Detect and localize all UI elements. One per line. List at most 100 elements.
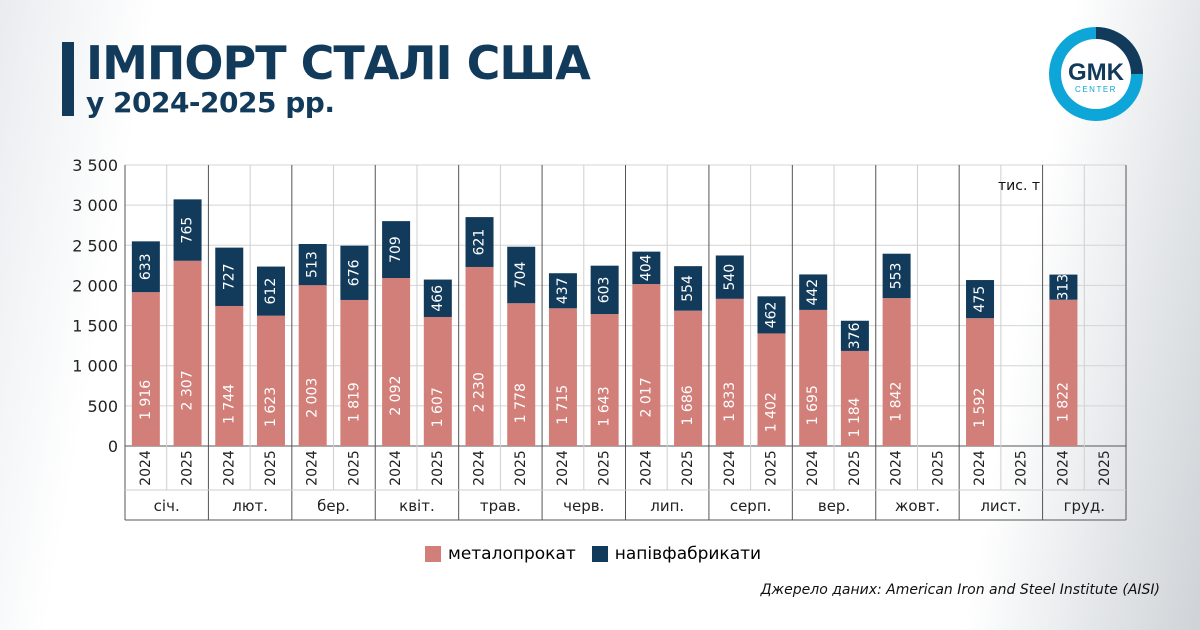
bar-label-semi: 603 [597, 277, 613, 304]
x-year-label: 2025 [346, 450, 362, 486]
bar-metal [215, 305, 244, 446]
bar-label-semi: 554 [680, 275, 696, 302]
bar-metal [382, 278, 411, 446]
bar-metal [632, 284, 661, 446]
bar-semi [298, 244, 327, 286]
logo-main-text: GMK [1068, 59, 1125, 86]
bar-metal [256, 315, 285, 446]
bar-label-metal: 1 822 [1055, 382, 1071, 422]
x-year-label: 2024 [221, 450, 237, 486]
bar-label-metal: 1 833 [722, 382, 738, 422]
bar-semi [507, 246, 536, 304]
data-source: Джерело даних: American Iron and Steel I… [760, 582, 1160, 598]
bar-semi [757, 296, 786, 334]
bar-metal [465, 266, 494, 446]
y-tick-label: 3 500 [72, 156, 118, 175]
bar-metal [1049, 299, 1078, 446]
legend-label-semi: напівфабрикати [614, 544, 762, 564]
bar-label-semi: 676 [346, 259, 362, 286]
bar-semi [715, 255, 744, 299]
x-month-label: лист. [980, 497, 1021, 515]
x-year-label: 2024 [889, 450, 905, 486]
bar-label-semi: 765 [180, 217, 196, 244]
y-tick-label: 1 500 [72, 317, 118, 336]
y-tick-label: 0 [108, 437, 118, 456]
x-year-label: 2024 [555, 450, 571, 486]
x-month-label: жовт. [895, 497, 940, 515]
bar-label-semi: 540 [722, 264, 738, 291]
x-year-label: 2025 [180, 450, 196, 486]
bar-metal [507, 303, 536, 446]
bar-label-metal: 2 003 [305, 378, 321, 418]
bar-label-metal: 1 916 [138, 380, 154, 420]
bar-label-metal: 1 778 [513, 383, 529, 423]
bar-label-semi: 553 [889, 263, 905, 290]
page-title: ІМПОРТ СТАЛІ США [86, 36, 591, 90]
x-month-label: серп. [730, 497, 772, 515]
x-month-label: трав. [480, 497, 521, 515]
bar-metal [757, 333, 786, 446]
bar-semi [215, 247, 244, 306]
bar-metal [423, 316, 452, 446]
bar-label-metal: 1 184 [847, 397, 863, 437]
bar-metal [674, 310, 703, 446]
bar-label-metal: 2 092 [388, 376, 404, 416]
unit-label: тис. т [998, 178, 1040, 194]
bar-label-metal: 1 744 [221, 384, 237, 424]
bar-metal [173, 260, 202, 446]
bar-label-metal: 1 402 [763, 392, 779, 432]
bar-semi [256, 266, 285, 316]
bar-semi [340, 245, 369, 300]
x-year-label: 2025 [513, 450, 529, 486]
bar-label-semi: 376 [847, 322, 863, 349]
x-month-label: вер. [818, 497, 850, 515]
bar-label-semi: 404 [638, 254, 654, 281]
x-year-label: 2024 [138, 450, 154, 486]
x-year-label: 2024 [388, 450, 404, 486]
x-year-label: 2024 [972, 450, 988, 486]
bar-label-metal: 1 695 [805, 385, 821, 425]
bar-semi [173, 199, 202, 261]
page-subtitle: у 2024-2025 рр. [86, 86, 335, 119]
x-year-label: 2025 [1097, 450, 1113, 486]
bar-label-semi: 704 [513, 262, 529, 289]
legend-swatch-semi [591, 546, 608, 562]
bar-label-semi: 612 [263, 278, 279, 305]
bar-label-semi: 437 [555, 277, 571, 304]
x-month-label: лют. [232, 497, 268, 515]
bar-label-semi: 727 [221, 263, 237, 290]
x-month-label: лип. [650, 497, 684, 515]
title-accent-bar [62, 42, 74, 116]
bar-label-metal: 1 607 [430, 387, 446, 427]
x-year-label: 2024 [638, 450, 654, 486]
bar-label-semi: 475 [972, 286, 988, 313]
bar-label-semi: 709 [388, 236, 404, 263]
bar-label-metal: 2 017 [638, 377, 654, 417]
x-year-label: 2024 [722, 450, 738, 486]
x-month-label: груд. [1064, 497, 1105, 515]
bar-label-metal: 2 230 [472, 372, 488, 412]
bar-semi [674, 266, 703, 311]
bar-semi [423, 279, 452, 317]
x-year-label: 2025 [597, 450, 613, 486]
bar-label-semi: 466 [430, 285, 446, 312]
bar-label-metal: 1 819 [346, 382, 362, 422]
bar-label-metal: 1 842 [889, 382, 905, 422]
x-year-label: 2025 [763, 450, 779, 486]
bar-semi [590, 265, 619, 315]
x-year-label: 2025 [1014, 450, 1030, 486]
x-year-label: 2025 [680, 450, 696, 486]
gmk-center-logo: GMK CENTER [1049, 27, 1143, 121]
bar-metal [799, 309, 828, 446]
legend-label-metal: металопрокат [448, 544, 576, 564]
x-month-label: січ. [154, 497, 180, 515]
bar-semi [966, 280, 995, 319]
x-year-label: 2024 [472, 450, 488, 486]
bar-label-metal: 2 307 [180, 370, 196, 410]
bar-metal [715, 298, 744, 446]
bar-semi [382, 221, 411, 279]
y-tick-label: 2 000 [72, 276, 118, 295]
bar-metal [340, 299, 369, 446]
bar-metal [840, 350, 869, 446]
bar-label-metal: 1 686 [680, 385, 696, 425]
